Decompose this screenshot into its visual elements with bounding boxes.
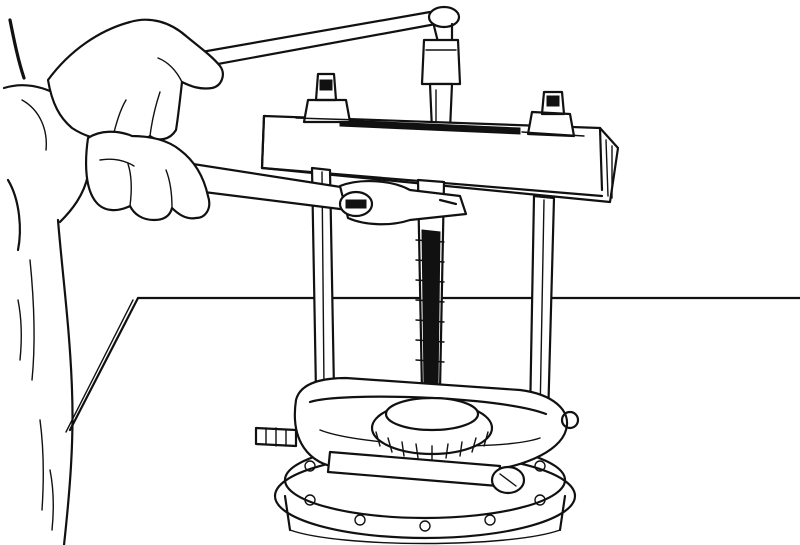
crossbar-nut-left — [295, 72, 361, 124]
ratchet-socket — [420, 38, 462, 132]
puller-leg-right — [528, 194, 556, 422]
bearing — [370, 396, 494, 461]
mechanic-hand-upper — [46, 18, 224, 145]
mechanic-hand-lower — [84, 130, 211, 222]
ratchet-handle — [188, 5, 461, 70]
separator-bolt — [254, 426, 526, 495]
crossbar-nut-right — [521, 90, 585, 138]
workbench — [65, 296, 800, 433]
